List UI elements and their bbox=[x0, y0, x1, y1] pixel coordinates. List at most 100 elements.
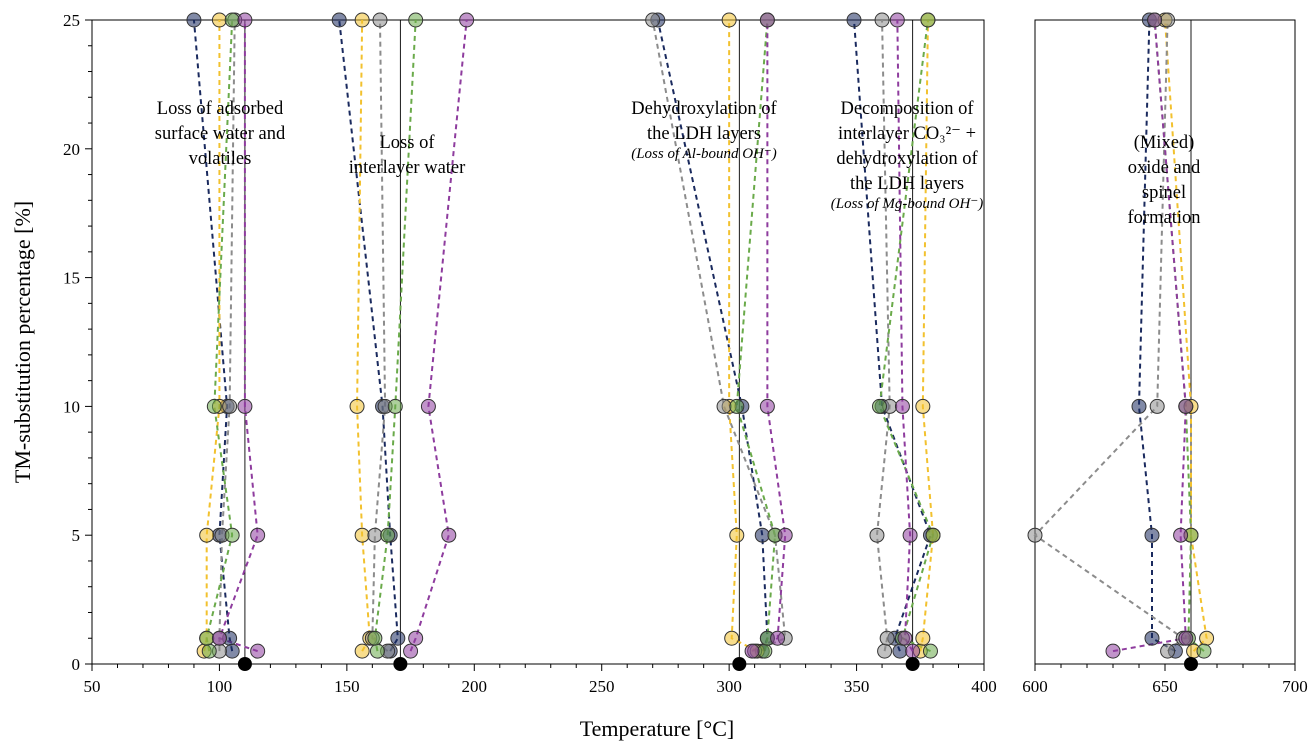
series-line-gray bbox=[1033, 19, 1185, 652]
data-point-navy bbox=[331, 12, 347, 28]
y-axis-label: TM-substitution percentage [%] bbox=[10, 201, 35, 483]
annotation-italic: (Loss of Mg-bound OH⁻) bbox=[831, 196, 984, 212]
data-point-gray bbox=[1149, 398, 1165, 414]
x-tick-label: 150 bbox=[334, 677, 360, 696]
data-point-purple bbox=[441, 527, 457, 543]
data-point-green bbox=[920, 12, 936, 28]
data-point-purple bbox=[777, 527, 793, 543]
data-point-green bbox=[757, 643, 773, 659]
reference-point-4 bbox=[905, 657, 920, 671]
annotation-line: Loss of adsorbed bbox=[157, 99, 284, 119]
data-point-navy bbox=[224, 643, 240, 659]
data-point-green bbox=[367, 630, 383, 646]
data-point-green bbox=[925, 527, 941, 543]
data-point-yellow bbox=[915, 630, 931, 646]
y-tick-label: 25 bbox=[63, 11, 80, 30]
data-point-purple bbox=[1105, 643, 1121, 659]
data-point-gray bbox=[716, 398, 732, 414]
data-point-purple bbox=[250, 643, 266, 659]
x-tick-label: 200 bbox=[462, 677, 488, 696]
series-line-navy bbox=[1137, 19, 1176, 652]
y-tick-label: 5 bbox=[72, 526, 81, 545]
data-point-purple bbox=[889, 12, 905, 28]
data-point-purple bbox=[237, 398, 253, 414]
y-tick-label: 0 bbox=[72, 655, 81, 674]
data-point-gray bbox=[1160, 643, 1176, 659]
data-point-green bbox=[206, 398, 222, 414]
x-tick-label: 400 bbox=[971, 677, 997, 696]
data-point-green bbox=[408, 12, 424, 28]
data-point-navy bbox=[1144, 630, 1160, 646]
annotation-line: the LDH layers bbox=[647, 124, 761, 144]
data-point-purple bbox=[1173, 527, 1189, 543]
x-tick-label: 700 bbox=[1282, 677, 1308, 696]
data-point-gray bbox=[372, 12, 388, 28]
data-point-navy bbox=[186, 12, 202, 28]
data-point-purple bbox=[759, 12, 775, 28]
data-point-yellow bbox=[1199, 630, 1215, 646]
data-point-navy bbox=[1144, 527, 1160, 543]
data-point-navy bbox=[846, 12, 862, 28]
data-point-yellow bbox=[354, 527, 370, 543]
series-line-purple bbox=[409, 19, 468, 652]
series-line-green bbox=[735, 19, 777, 652]
data-point-yellow bbox=[354, 643, 370, 659]
data-point-green bbox=[201, 643, 217, 659]
data-point-yellow bbox=[729, 527, 745, 543]
x-tick-label: 350 bbox=[844, 677, 870, 696]
data-point-yellow bbox=[724, 630, 740, 646]
data-point-gray bbox=[874, 12, 890, 28]
annotation-line: the LDH layers bbox=[850, 174, 964, 194]
data-point-yellow bbox=[354, 12, 370, 28]
data-point-yellow bbox=[349, 398, 365, 414]
series-line-yellow bbox=[728, 20, 758, 653]
x-tick-label: 50 bbox=[84, 677, 101, 696]
y-tick-label: 15 bbox=[63, 269, 80, 288]
x-tick-label: 250 bbox=[589, 677, 615, 696]
annotation-line: (Mixed) bbox=[1134, 133, 1195, 153]
series-line-yellow bbox=[1164, 19, 1208, 652]
x-tick-label: 300 bbox=[716, 677, 742, 696]
data-point-gray bbox=[1027, 527, 1043, 543]
data-point-purple bbox=[770, 630, 786, 646]
data-point-gray bbox=[877, 643, 893, 659]
reference-point-2 bbox=[393, 657, 408, 671]
data-point-purple bbox=[459, 12, 475, 28]
data-point-green bbox=[224, 527, 240, 543]
data-point-gray bbox=[1160, 12, 1176, 28]
annotation-line: volatiles bbox=[189, 149, 252, 169]
data-point-yellow bbox=[721, 12, 737, 28]
data-point-navy bbox=[754, 527, 770, 543]
data-point-green bbox=[729, 398, 745, 414]
data-point-gray bbox=[645, 12, 661, 28]
annotation-line: interlayer CO₃²⁻ + bbox=[838, 124, 976, 144]
data-point-yellow bbox=[199, 527, 215, 543]
data-point-gray bbox=[367, 527, 383, 543]
data-point-green bbox=[1196, 643, 1212, 659]
x-axis-label: Temperature [°C] bbox=[580, 716, 734, 741]
y-tick-label: 10 bbox=[63, 397, 80, 416]
annotation-line: formation bbox=[1128, 208, 1201, 228]
x-tick-label: 650 bbox=[1152, 677, 1178, 696]
data-point-green bbox=[380, 527, 396, 543]
series-line-yellow bbox=[356, 19, 371, 652]
data-point-purple bbox=[902, 527, 918, 543]
data-point-green bbox=[199, 630, 215, 646]
annotation-italic: (Loss of Al-bound OH⁻) bbox=[631, 146, 777, 162]
data-point-green bbox=[872, 398, 888, 414]
annotation-line: Loss of bbox=[380, 133, 436, 153]
data-point-purple bbox=[420, 398, 436, 414]
annotation-line: oxide and bbox=[1128, 158, 1201, 178]
data-point-purple bbox=[759, 398, 775, 414]
series-line-purple bbox=[1112, 19, 1187, 653]
data-point-purple bbox=[408, 630, 424, 646]
data-point-green bbox=[369, 643, 385, 659]
x-tick-label: 600 bbox=[1022, 677, 1048, 696]
data-point-purple bbox=[1178, 630, 1194, 646]
data-point-purple bbox=[237, 12, 253, 28]
data-point-green bbox=[387, 398, 403, 414]
data-point-purple bbox=[897, 630, 913, 646]
data-point-purple bbox=[744, 643, 760, 659]
data-point-yellow bbox=[915, 398, 931, 414]
